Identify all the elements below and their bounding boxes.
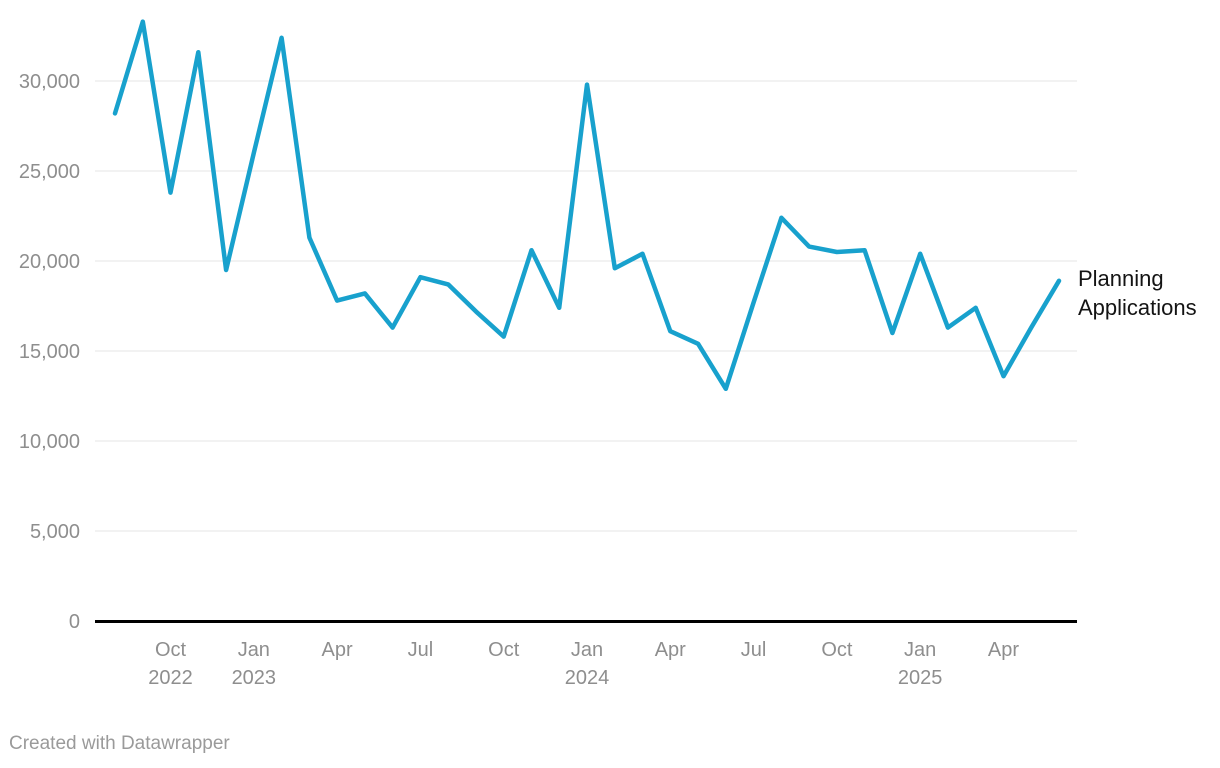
x-tick-label: Apr xyxy=(988,639,1019,661)
x-tick-label: Jan xyxy=(571,639,603,661)
x-tick-year-label: 2022 xyxy=(148,667,193,689)
x-tick-label: Jan xyxy=(238,639,270,661)
x-tick-year-label: 2023 xyxy=(232,667,277,689)
x-tick-label: Apr xyxy=(322,639,353,661)
x-tick-year-label: 2025 xyxy=(898,667,943,689)
y-tick-label: 5,000 xyxy=(30,521,80,543)
x-tick-label: Oct xyxy=(821,639,853,661)
y-tick-label: 0 xyxy=(69,611,80,633)
x-tick-year-label: 2024 xyxy=(565,667,610,689)
y-tick-label: 10,000 xyxy=(19,431,80,453)
data-line-planning-applications xyxy=(112,19,1062,392)
x-tick-label: Jul xyxy=(741,639,767,661)
y-tick-label: 15,000 xyxy=(19,341,80,363)
y-tick-label: 20,000 xyxy=(19,251,80,273)
datawrapper-credit-link[interactable]: Created with Datawrapper xyxy=(9,733,230,754)
y-tick-label: 30,000 xyxy=(19,71,80,93)
series-label: Planning Applications xyxy=(1078,266,1197,320)
x-tick-label: Jul xyxy=(408,639,434,661)
x-tick-label: Oct xyxy=(488,639,520,661)
x-tick-label: Oct xyxy=(155,639,187,661)
x-tick-label: Jan xyxy=(904,639,936,661)
y-tick-label: 25,000 xyxy=(19,161,80,183)
x-tick-label: Apr xyxy=(655,639,686,661)
